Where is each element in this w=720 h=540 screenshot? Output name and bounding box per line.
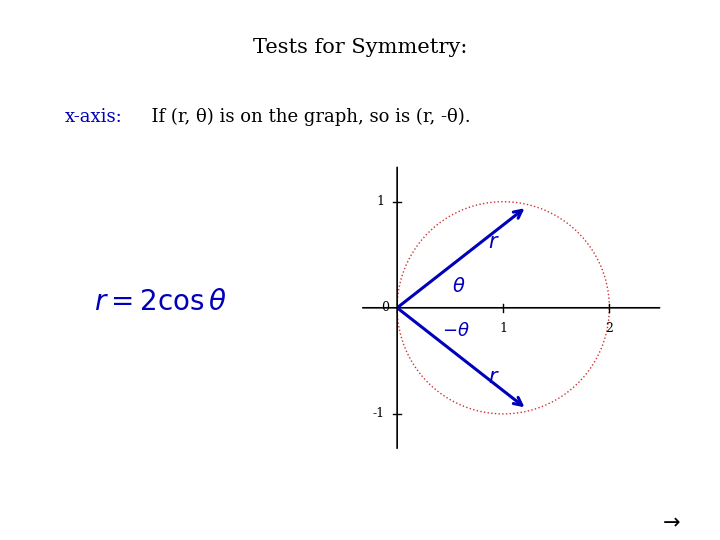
Text: Tests for Symmetry:: Tests for Symmetry: <box>253 38 467 57</box>
Text: 1: 1 <box>499 322 508 335</box>
Text: x-axis:: x-axis: <box>65 108 122 126</box>
Text: 0: 0 <box>381 301 389 314</box>
Text: $\rightarrow$: $\rightarrow$ <box>658 511 681 531</box>
Text: $\theta$: $\theta$ <box>452 277 465 296</box>
Text: $r$: $r$ <box>488 233 500 252</box>
Text: $r = 2\cos\theta$: $r = 2\cos\theta$ <box>94 289 226 316</box>
Text: 1: 1 <box>377 195 384 208</box>
Text: $r$: $r$ <box>488 368 500 387</box>
Text: -1: -1 <box>372 407 384 421</box>
Text: If (r, θ) is on the graph, so is (r, -θ).: If (r, θ) is on the graph, so is (r, -θ)… <box>140 108 471 126</box>
Text: $-\theta$: $-\theta$ <box>441 322 469 340</box>
Text: 2: 2 <box>606 322 613 335</box>
